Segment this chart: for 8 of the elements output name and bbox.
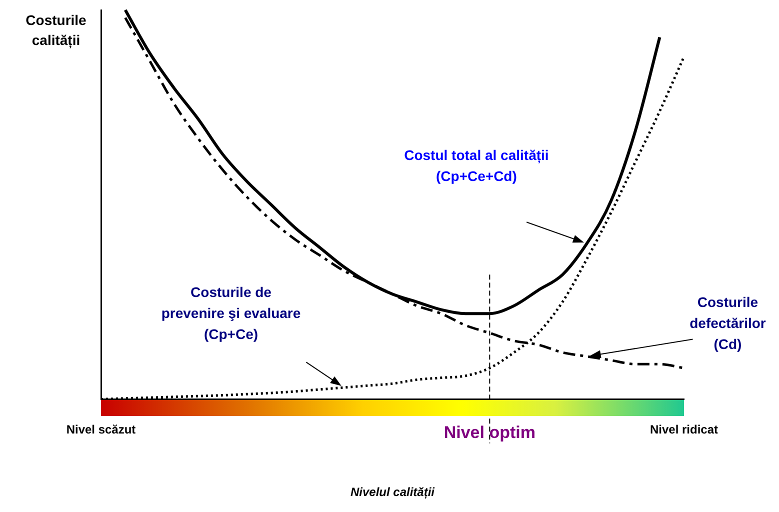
x-tick-label: Nivel optim: [444, 423, 536, 442]
x-tick-label: Nivel ridicat: [650, 422, 718, 437]
annotation: Costurile de prevenire şi evaluare (Cp+Ce): [161, 284, 301, 342]
y-axis-title: Costurile calității: [26, 12, 87, 49]
text: Costurile defectărilor (Cd): [690, 294, 766, 352]
x-tick-label: Nivel scăzut: [66, 422, 136, 437]
annotation: Costul total al calității (Cp+Ce+Cd): [404, 146, 549, 184]
x-axis-title: Nivelul calității: [350, 485, 436, 500]
